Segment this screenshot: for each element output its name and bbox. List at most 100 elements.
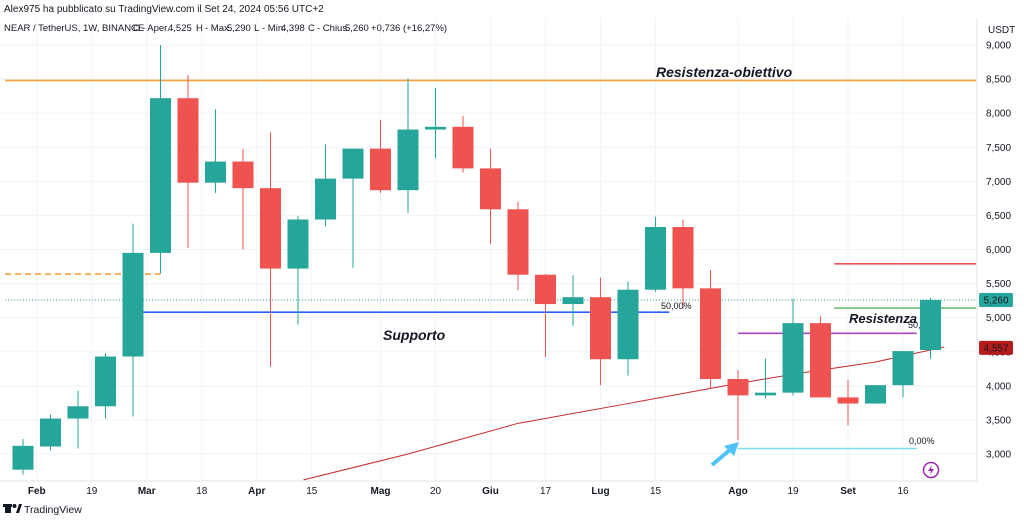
candle (810, 316, 831, 398)
candle-body (920, 299, 941, 351)
y-tick-label: 9,000 (986, 41, 1011, 52)
x-tick-label: 20 (430, 486, 442, 497)
candle-body (40, 418, 61, 447)
x-tick-label: Lug (591, 486, 609, 497)
candle-body (590, 297, 611, 360)
symbol-info[interactable]: NEAR / TetherUS, 1W, BINANCE (4, 23, 144, 34)
candle (700, 269, 721, 389)
time-axis[interactable]: Feb 19 Mar 18 Apr 15 Mag 20 Giu 17 Lug 15 Ago 19 Set 16 (0, 480, 977, 497)
candle (617, 281, 639, 376)
y-tick-label: 6,000 (986, 245, 1011, 256)
x-tick-label: Apr (248, 486, 265, 497)
fib-50-right-label: 50, (908, 320, 921, 330)
resistance-target-label: Resistenza-obiettivo (656, 64, 793, 80)
candle (920, 297, 941, 359)
x-tick-label: Mag (371, 486, 391, 497)
x-tick-label: Giu (482, 486, 499, 497)
x-tick-label: 17 (540, 486, 552, 497)
current-price-label-bg (979, 292, 1013, 307)
candle-body (645, 227, 666, 290)
level-lines (5, 79, 976, 450)
ma-line (303, 346, 945, 481)
change-value: +0,736 (+16,27%) (371, 23, 447, 34)
candle (232, 148, 254, 250)
arrow-icon (710, 442, 739, 467)
high-value: 5,290 (227, 23, 251, 34)
y-tick-label: 8,500 (986, 75, 1011, 86)
close-value: 5,260 (345, 23, 369, 34)
low-label: L (254, 23, 259, 34)
candle (370, 119, 391, 193)
candle (150, 45, 171, 274)
candle (397, 78, 419, 213)
candle-body (700, 288, 721, 380)
current-price-label: 5,260 (979, 292, 1013, 307)
candle-body (67, 406, 89, 419)
candle (95, 353, 116, 419)
candle-body (370, 148, 391, 191)
ma-price-label-text: 4,557 (983, 343, 1008, 354)
low-text: - Min. (262, 23, 286, 34)
fib-zero-label: 0,00% (909, 436, 935, 446)
current-price-label-text: 5,260 (983, 295, 1008, 306)
candle (287, 216, 309, 325)
candle (260, 132, 281, 367)
candle (12, 439, 34, 475)
y-tick-label: 7,500 (986, 143, 1011, 154)
y-tick-label: 6,500 (986, 211, 1011, 222)
published-by: Alex975 ha pubblicato su TradingView.com… (4, 4, 324, 15)
x-tick-label: 19 (86, 486, 98, 497)
candle (315, 144, 336, 227)
candle (177, 74, 199, 249)
candle-body (892, 351, 914, 386)
x-tick-label: Ago (728, 486, 747, 497)
lightning-icon[interactable] (922, 461, 940, 479)
candle-body (507, 209, 529, 275)
candle-body (755, 392, 776, 396)
candle-body (727, 379, 749, 396)
x-tick-label: 19 (787, 486, 799, 497)
high-text: - Max. (205, 23, 231, 34)
candle (67, 390, 89, 449)
candle-body (397, 129, 419, 191)
candle-body (672, 227, 694, 289)
candle (507, 201, 529, 291)
candle (205, 109, 226, 193)
ma-price-label-bg (979, 340, 1013, 355)
candle-body (177, 98, 199, 183)
candle-body (342, 148, 364, 179)
x-tick-label: Feb (28, 486, 46, 497)
candle-body (452, 126, 474, 169)
candle-body (95, 356, 116, 407)
candle (782, 298, 804, 396)
tradingview-logo[interactable]: TradingView (3, 504, 82, 516)
candle-body (205, 161, 226, 183)
y-tick-label: 5,000 (986, 313, 1011, 324)
tradingview-brand: TradingView (24, 504, 82, 516)
candle (342, 148, 364, 268)
candle-body (122, 252, 144, 357)
annotations: Resistenza-obiettivo Supporto Resistenza… (383, 64, 940, 479)
currency-label: USDT (988, 25, 1015, 36)
candle-body (782, 323, 804, 393)
candles (12, 45, 941, 475)
candle-body (617, 289, 639, 360)
y-tick-label: 7,000 (986, 177, 1011, 188)
high-label: H (196, 23, 203, 34)
open-text: - Aper. (142, 23, 169, 34)
price-axis[interactable]: USDT 3,0003,5004,0004,5005,0005,5006,000… (976, 18, 1015, 481)
x-tick-label: 18 (196, 486, 208, 497)
candle (425, 87, 446, 159)
ma-price-label: 4,557 (979, 340, 1013, 355)
ohlc-legend: NEAR / TetherUS, 1W, BINANCE O - Aper. 4… (4, 23, 447, 34)
candle-body (287, 219, 309, 269)
candle (535, 274, 556, 358)
resistance-label: Resistenza (849, 311, 917, 326)
x-tick-label: Set (840, 486, 856, 497)
candle (727, 370, 749, 441)
y-tick-label: 3,000 (986, 450, 1011, 461)
x-tick-label: Mar (138, 486, 156, 497)
candle-body (810, 323, 831, 398)
open-value: 4,525 (168, 23, 192, 34)
